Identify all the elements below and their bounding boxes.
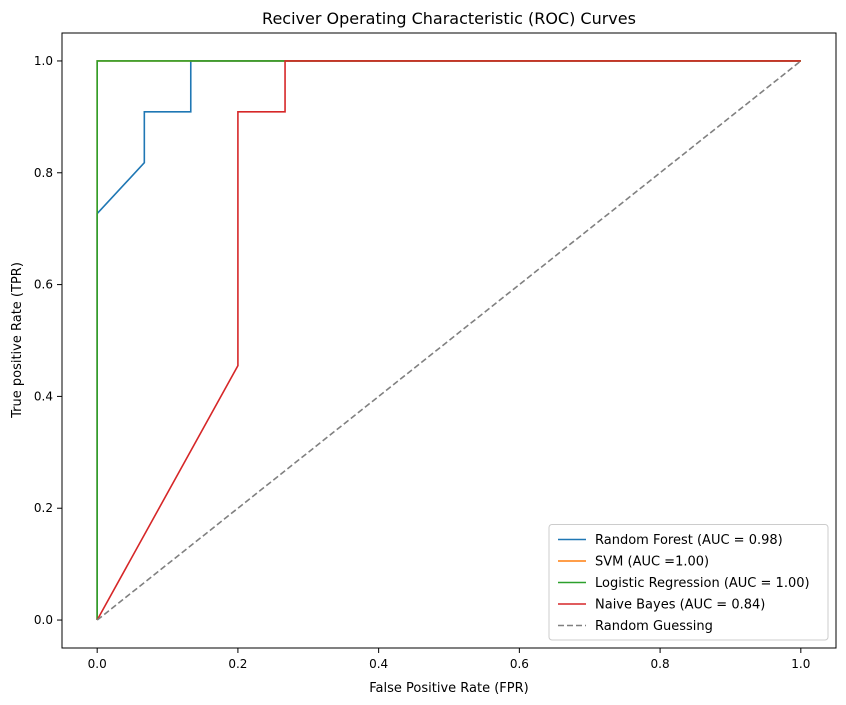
series-line-4 (96, 60, 802, 621)
x-tick-label: 1.0 (791, 657, 810, 671)
legend-box (548, 524, 829, 641)
legend: Random Forest (AUC = 0.98) SVM (AUC =1.00… (548, 524, 829, 641)
y-tick-label: 0.8 (34, 166, 53, 180)
legend-label-4: Random Guessing (595, 619, 713, 634)
y-tick-label: 1.0 (34, 54, 53, 68)
y-tick-label: 0.6 (34, 278, 53, 292)
plot-area: 0.0 0.2 0.4 0.6 0.8 1.0 0.0 0.2 0.4 0.6 0.8 1.0 (34, 32, 837, 671)
x-axis-label: False Positive Rate (FPR) (369, 681, 528, 696)
y-tick-label: 0.2 (34, 501, 53, 515)
x-tick-label: 0.6 (510, 657, 529, 671)
x-tick-label: 0.8 (651, 657, 670, 671)
y-axis-label: True positive Rate (TPR) (10, 262, 25, 419)
x-tick-label: 0.4 (369, 657, 388, 671)
legend-label-3: Naive Bayes (AUC = 0.84) (595, 598, 765, 613)
y-tick-label: 0.4 (34, 389, 53, 403)
legend-label-0: Random Forest (AUC = 0.98) (595, 533, 783, 548)
series-line-3 (96, 60, 801, 621)
y-tick-label: 0.0 (34, 613, 53, 627)
x-tick-label: 0.0 (88, 657, 107, 671)
chart-title: Reciver Operating Characteristic (ROC) C… (262, 9, 636, 28)
plot-frame (61, 32, 837, 649)
legend-label-2: Logistic Regression (AUC = 1.00) (595, 576, 810, 591)
legend-label-1: SVM (AUC =1.00) (595, 555, 709, 570)
x-tick-label: 0.2 (228, 657, 247, 671)
